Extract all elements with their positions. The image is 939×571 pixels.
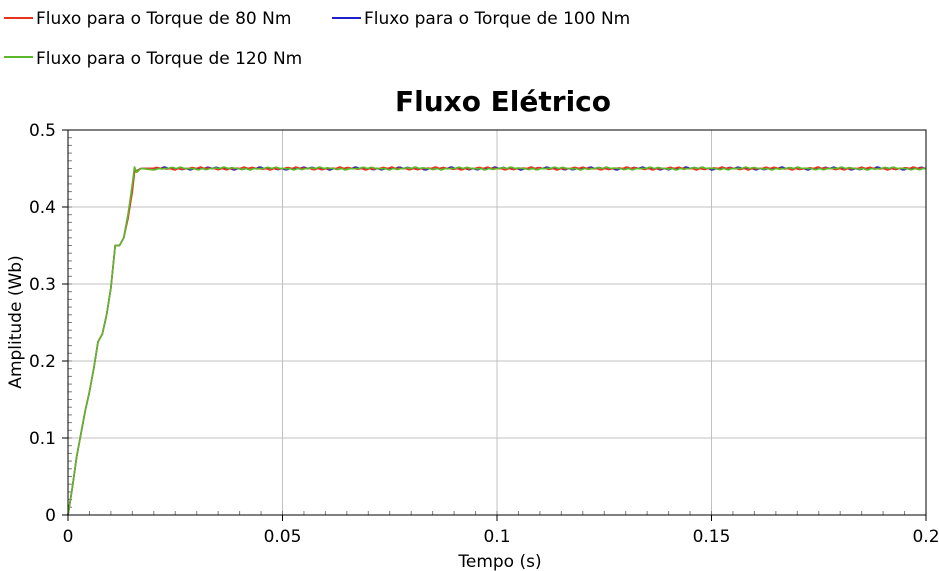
- y-axis-label: Amplitude (Wb): [6, 255, 26, 388]
- y-tick-label: 0.4: [29, 198, 56, 218]
- legend-label-80nm: Fluxo para o Torque de 80 Nm: [36, 9, 291, 29]
- y-axis-ticks: 0 0.1 0.2 0.3 0.4 0.5: [29, 121, 68, 526]
- y-tick-label: 0.2: [29, 352, 56, 372]
- y-tick-label: 0: [45, 506, 56, 526]
- grid: [68, 130, 926, 515]
- legend-item-100nm: Fluxo para o Torque de 100 Nm: [332, 9, 630, 29]
- legend: Fluxo para o Torque de 80 Nm Fluxo para …: [4, 9, 630, 69]
- minor-ticks: [67, 129, 927, 516]
- y-tick-label: 0.3: [29, 275, 56, 295]
- x-tick-label: 0.1: [483, 527, 510, 547]
- legend-label-100nm: Fluxo para o Torque de 100 Nm: [364, 9, 630, 29]
- x-tick-label: 0.15: [693, 527, 731, 547]
- chart-title: Fluxo Elétrico: [395, 85, 611, 118]
- legend-item-120nm: Fluxo para o Torque de 120 Nm: [4, 49, 302, 69]
- series-lines: [67, 166, 927, 516]
- x-tick-label: 0: [63, 527, 74, 547]
- x-tick-label: 0.05: [264, 527, 302, 547]
- y-tick-label: 0.5: [29, 121, 56, 141]
- legend-item-80nm: Fluxo para o Torque de 80 Nm: [4, 9, 291, 29]
- x-tick-label: 0.2: [912, 527, 939, 547]
- legend-label-120nm: Fluxo para o Torque de 120 Nm: [36, 49, 302, 69]
- series-line-2: [67, 166, 926, 516]
- x-axis-ticks: 0 0.05 0.1 0.15 0.2: [63, 515, 939, 547]
- x-axis-label: Tempo (s): [457, 552, 541, 571]
- y-tick-label: 0.1: [29, 429, 56, 449]
